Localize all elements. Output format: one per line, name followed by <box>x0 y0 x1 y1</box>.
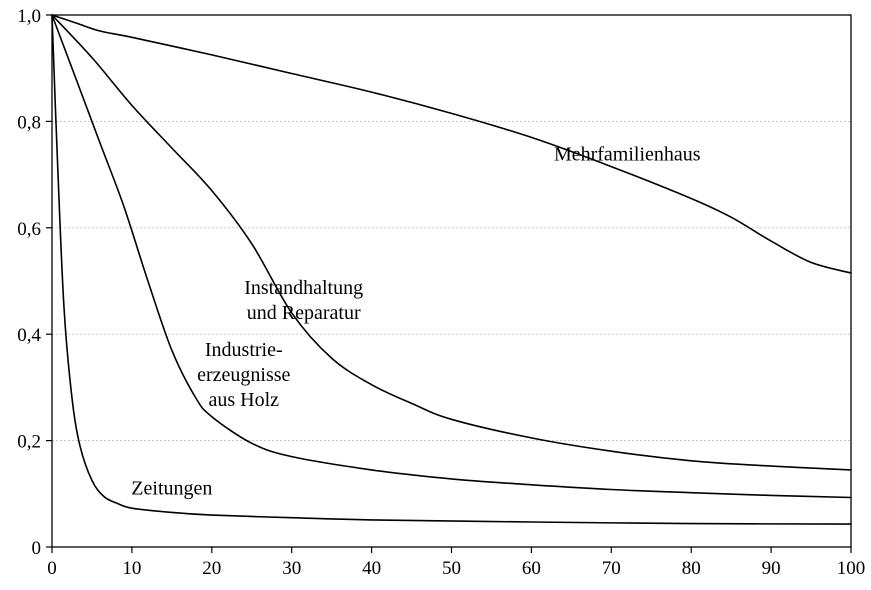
series-labels: Mehrfamilienhaus Instandhaltung und Repara… <box>131 143 701 499</box>
x-tick-label: 90 <box>762 558 781 579</box>
y-tick-label: 0,2 <box>17 432 41 453</box>
series-label-industrie: Industrie- <box>205 339 283 361</box>
y-tick-label: 0,4 <box>17 325 41 346</box>
series-label-instandhaltung: Instandhaltung <box>244 277 363 299</box>
y-tick-label: 1,0 <box>17 6 41 27</box>
plot-frame <box>51 14 852 548</box>
x-tick-label: 50 <box>442 558 461 579</box>
x-tick-label: 30 <box>282 558 301 579</box>
x-tick-label: 0 <box>47 558 57 579</box>
series-label-zeitungen: Zeitungen <box>131 477 212 499</box>
x-tick-label: 80 <box>682 558 701 579</box>
x-axis-tick-labels: 0 10 20 30 40 50 60 70 80 90 100 <box>47 558 865 579</box>
series-label-industrie: erzeugnisse <box>197 364 290 386</box>
grid-lines <box>52 121 851 441</box>
x-tick-label: 10 <box>122 558 141 579</box>
axis-ticks <box>46 14 852 553</box>
series-label-instandhaltung: und Reparatur <box>247 302 361 324</box>
x-tick-label: 20 <box>202 558 221 579</box>
x-tick-label: 70 <box>602 558 621 579</box>
x-tick-label: 40 <box>362 558 381 579</box>
series-label-mehrfamilienhaus: Mehrfamilienhaus <box>554 143 701 165</box>
series-line-industrie <box>51 14 852 499</box>
series-line-mehrfamilienhaus <box>51 14 852 274</box>
x-tick-label: 100 <box>837 558 866 579</box>
series-layer <box>51 14 852 525</box>
x-tick-label: 60 <box>522 558 541 579</box>
series-label-industrie: aus Holz <box>208 389 279 411</box>
y-tick-label: 0 <box>32 538 42 559</box>
y-tick-label: 0,6 <box>17 219 41 240</box>
series-line-instandhaltung <box>51 14 852 471</box>
y-tick-label: 0,8 <box>17 112 41 133</box>
series-line-zeitungen <box>51 14 852 525</box>
y-axis-tick-labels: 0 0,2 0,4 0,6 0,8 1,0 <box>17 6 41 559</box>
